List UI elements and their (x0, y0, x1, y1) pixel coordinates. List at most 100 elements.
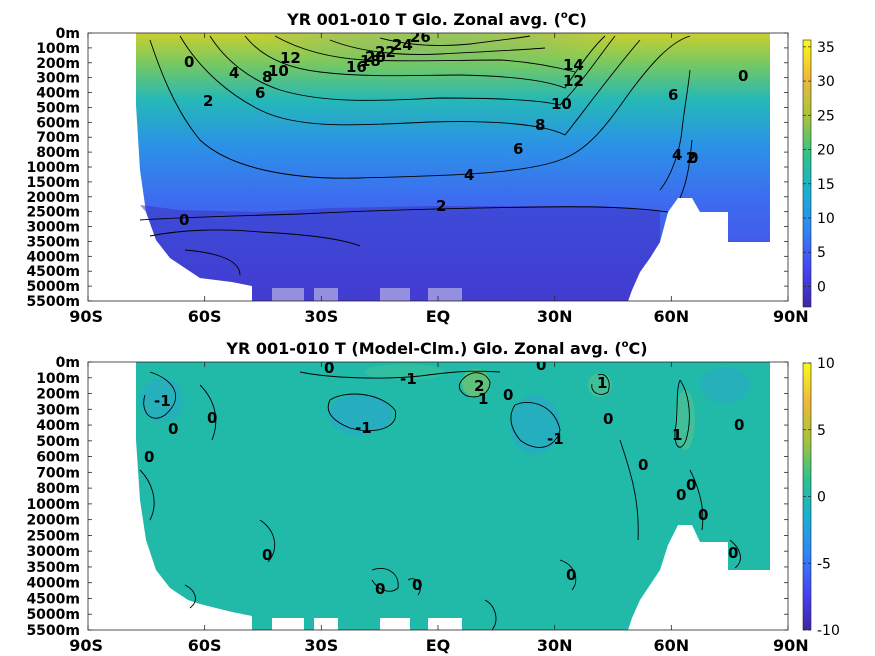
contour-label: 0 (179, 211, 189, 229)
contour-label: 0 (734, 416, 744, 434)
contour-label: 14 (563, 56, 584, 74)
x-tick-label: 90S (69, 307, 103, 326)
panel-2-contour-labels: 0 0 -1 -1 1 2 1 0 -1 -1 0 0 0 1 0 0 0 0 … (144, 356, 744, 598)
contour-label: 10 (551, 95, 572, 113)
colorbar-tick-label: 25 (817, 108, 835, 124)
x-tick-label: 60S (188, 636, 222, 655)
x-tick-label: 90N (773, 636, 809, 655)
colorbar-tick-label: 5 (817, 423, 826, 439)
panel-1-warm-core (247, 33, 627, 128)
x-tick-label: EQ (426, 307, 451, 326)
contour-label: 0 (676, 486, 686, 504)
x-tick-label: 30S (304, 636, 338, 655)
x-tick-label: 30N (537, 307, 573, 326)
y-tick-label: 2000m (26, 190, 80, 206)
contour-label: 0 (638, 456, 648, 474)
contour-label: 0 (503, 386, 513, 404)
colorbar-tick-label: 0 (817, 279, 826, 295)
contour-label: 12 (563, 72, 584, 90)
colorbar-tick-label: 35 (817, 40, 835, 56)
contour-label: 12 (280, 49, 301, 67)
y-tick-label: 5000m (26, 279, 80, 295)
y-tick-label: 5500m (26, 294, 80, 310)
panel-1-colorbar (802, 39, 812, 308)
y-tick-label: 0m (56, 26, 80, 42)
panel-1-x-axis: 90S 60S 30S EQ 30N 60N 90N (69, 33, 809, 326)
colorbar-tick-label: 5 (817, 245, 826, 261)
x-tick-label: 90S (69, 636, 103, 655)
y-tick-label: 4500m (26, 591, 80, 607)
contour-label: 6 (668, 86, 678, 104)
panel-2-field: 0 0 -1 -1 1 2 1 0 -1 -1 0 0 0 1 0 0 0 0 … (136, 356, 770, 630)
contour-label: 0 (686, 476, 696, 494)
y-tick-label: 3500m (26, 234, 80, 250)
panel-2-anomaly-patches (140, 364, 750, 455)
contour-label: -1 (355, 419, 372, 437)
panel-1-contour-labels: 26 24 22 20 18 16 14 12 10 8 6 4 2 0 0 4… (179, 28, 748, 229)
contour-label: 0 (728, 544, 738, 562)
y-tick-label: 5000m (26, 607, 80, 623)
contour-label: 0 (262, 546, 272, 564)
y-tick-label: 100m (36, 41, 80, 57)
contour-label: 0 (738, 67, 748, 85)
contour-label: 4 (464, 166, 474, 184)
y-tick-label: 600m (36, 115, 80, 131)
contour-label: 8 (262, 68, 272, 86)
y-tick-label: 200m (36, 56, 80, 72)
contour-label: 0 (698, 506, 708, 524)
contour-label: 0 (168, 420, 178, 438)
y-tick-label: 2000m (26, 513, 80, 529)
contour-label: 0 (566, 566, 576, 584)
contour-label: 26 (410, 28, 431, 46)
panel-2-contours (139, 370, 741, 630)
colorbar-tick-label: 15 (817, 177, 835, 193)
y-tick-label: 500m (36, 434, 80, 450)
contour-label: 1 (597, 374, 607, 392)
contour-label: 16 (346, 58, 367, 76)
contour-label: 18 (360, 52, 381, 70)
contour-label: 20 (365, 48, 386, 66)
x-tick-label: 60S (188, 307, 222, 326)
panel-1-colorbar-ticks: 0 5 10 15 20 25 30 35 (803, 40, 835, 295)
y-tick-label: 1000m (26, 497, 80, 513)
contour-label: 4 (672, 146, 682, 164)
panel-1-contours (139, 35, 693, 276)
y-tick-label: 300m (36, 402, 80, 418)
y-tick-label: 0m (56, 355, 80, 371)
y-tick-label: 1000m (26, 160, 80, 176)
contour-label: 0 (144, 448, 154, 466)
contour-label: -1 (547, 430, 564, 448)
contour-label: 0 (324, 359, 334, 377)
contour-label: 0 (412, 576, 422, 594)
panel-1-deep-layer (140, 205, 660, 301)
contour-label: -1 (154, 392, 171, 410)
y-tick-label: 2500m (26, 205, 80, 221)
y-tick-label: 5500m (26, 623, 80, 639)
y-tick-label: 300m (36, 71, 80, 87)
contour-label: 0 (536, 356, 546, 374)
panel-1-field: 26 24 22 20 18 16 14 12 10 8 6 4 2 0 0 4… (136, 28, 770, 301)
contour-label: 24 (392, 36, 413, 54)
contour-label: 2 (203, 92, 213, 110)
x-tick-label: 60N (654, 636, 690, 655)
y-tick-label: 200m (36, 387, 80, 403)
y-tick-label: 800m (36, 481, 80, 497)
y-tick-label: 4500m (26, 264, 80, 280)
y-tick-label: 4000m (26, 249, 80, 265)
contour-label: 2 (436, 197, 446, 215)
panel-2-ocean-area (136, 362, 770, 630)
y-tick-label: 700m (36, 130, 80, 146)
y-tick-label: 3500m (26, 560, 80, 576)
y-tick-label: 800m (36, 145, 80, 161)
colorbar-tick-label: 20 (817, 143, 835, 159)
y-tick-label: 700m (36, 465, 80, 481)
contour-label: 8 (535, 116, 545, 134)
panel-2-x-axis: 90S 60S 30S EQ 30N 60N 90N (69, 362, 809, 655)
x-tick-label: 60N (654, 307, 690, 326)
panel-1-title: YR 001-010 T Glo. Zonal avg. (oC) (286, 10, 587, 29)
y-tick-label: 600m (36, 450, 80, 466)
contour-label: -1 (400, 370, 417, 388)
y-tick-label: 500m (36, 100, 80, 116)
contour-label: 1 (478, 390, 488, 408)
